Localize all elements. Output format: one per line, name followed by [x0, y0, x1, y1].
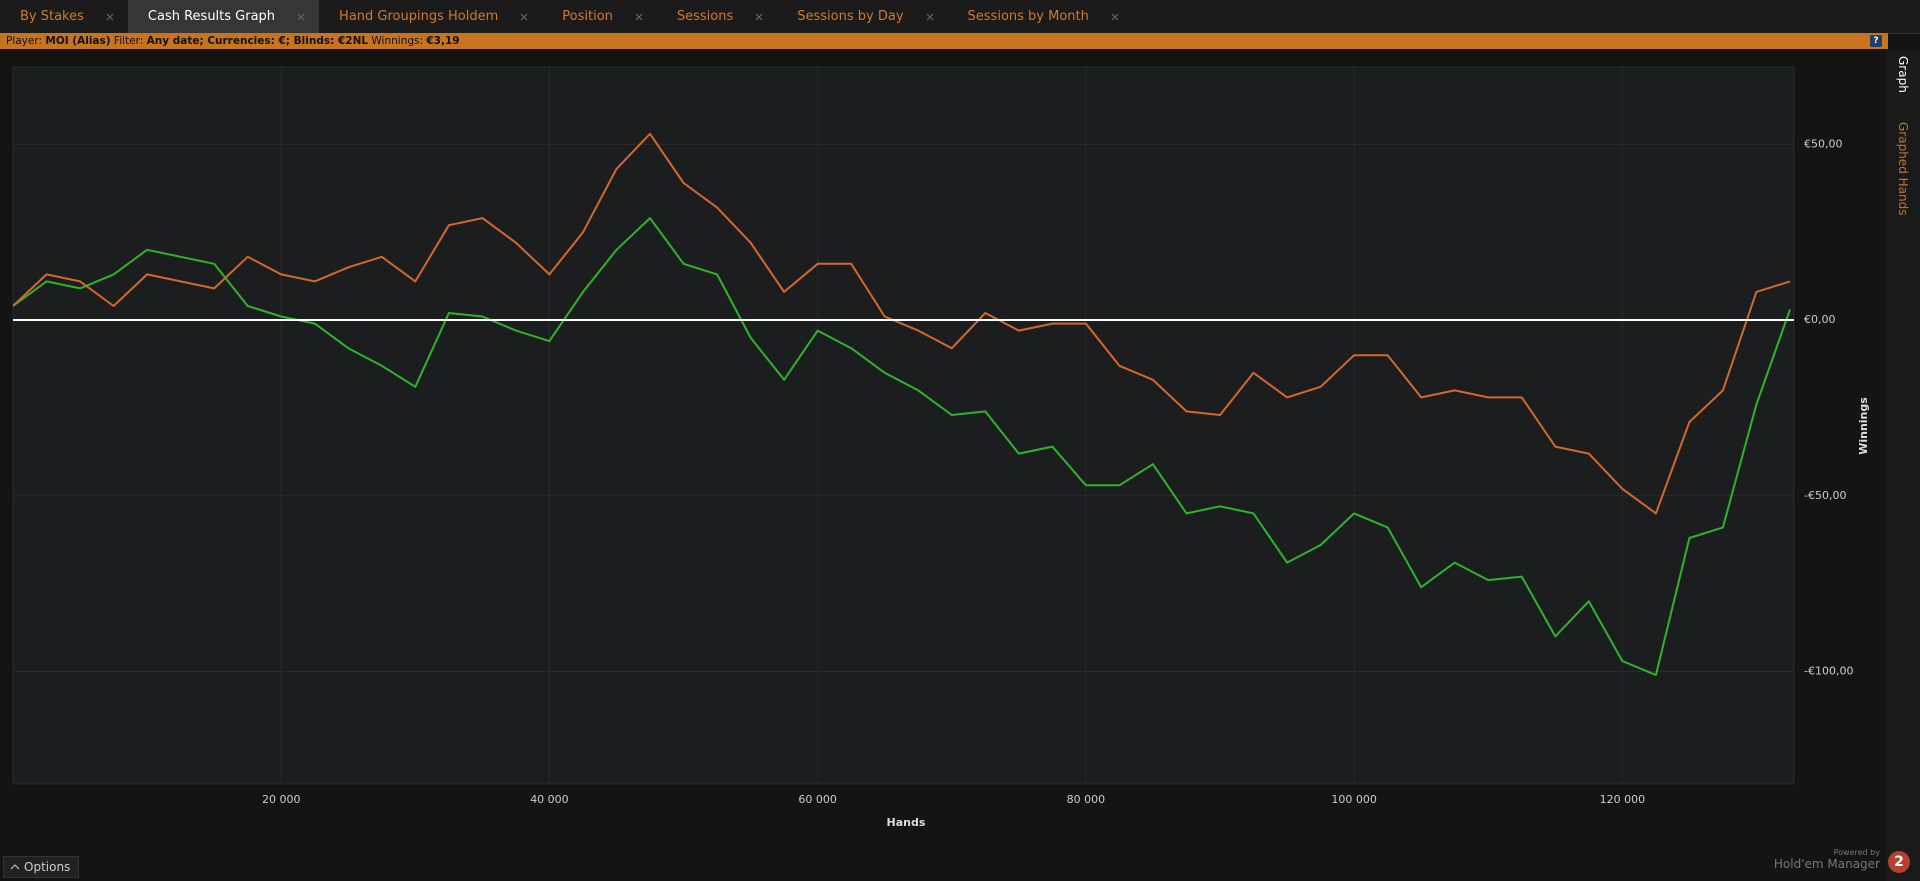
options-label: Options: [24, 860, 71, 874]
options-button[interactable]: Options: [3, 856, 80, 878]
tab[interactable]: Hand Groupings Holdem: [319, 0, 542, 33]
side-panel: Graph Graphed Hands: [1886, 50, 1920, 881]
winnings: €3,19: [426, 35, 460, 47]
x-axis-title: Hands: [887, 816, 926, 829]
y-tick-label: -€100,00: [1804, 665, 1853, 678]
arrow-icon: [10, 864, 20, 870]
powered-by: Powered by: [1833, 848, 1880, 857]
tab-label: By Stakes: [20, 9, 84, 24]
close-glyph: [1111, 13, 1119, 20]
y-tick-label: €0,00: [1804, 313, 1836, 326]
close-icon[interactable]: [520, 13, 528, 21]
side-tab[interactable]: Graph: [1896, 56, 1910, 93]
tab[interactable]: Position: [542, 0, 657, 33]
label: Winnings:: [371, 35, 424, 47]
y-tick-label: -€50,00: [1804, 489, 1846, 502]
player: MOI (Alias): [45, 35, 111, 47]
x-tick-label: 40 000: [530, 793, 569, 806]
close-glyph: [297, 13, 305, 20]
tab[interactable]: Cash Results Graph: [127, 0, 320, 33]
tab-label: Hand Groupings Holdem: [339, 9, 499, 24]
close-icon[interactable]: [926, 13, 934, 21]
x-tick-label: 20 000: [262, 793, 301, 806]
tab-label: Sessions by Month: [967, 9, 1089, 24]
series-line: [12, 217, 1791, 676]
plot-area: [12, 66, 1795, 785]
tab[interactable]: By Stakes: [0, 0, 128, 33]
tab-label: Cash Results Graph: [147, 9, 276, 24]
close-glyph: [635, 13, 643, 20]
x-tick-label: 60 000: [798, 793, 837, 806]
y-axis-title: Winnings: [1857, 397, 1870, 455]
close-icon[interactable]: [635, 13, 643, 21]
close-glyph: [106, 13, 114, 20]
logo: 2: [1888, 851, 1910, 873]
close-icon[interactable]: [106, 13, 114, 21]
label: Filter:: [113, 35, 144, 47]
close-icon[interactable]: [755, 13, 763, 21]
tab[interactable]: Sessions by Day: [777, 0, 947, 33]
tab-label: Sessions: [676, 9, 734, 24]
close-glyph: [520, 13, 528, 20]
x-tick-label: 120 000: [1600, 793, 1646, 806]
label: Player:: [6, 35, 43, 47]
series-line: [12, 132, 1791, 515]
chart: Hands Winnings 20 000 40 000 60 000 80 000 1…: [12, 66, 1870, 829]
tab-bar: By Stakes Cash Results Graph Hand Grouping…: [0, 0, 1920, 34]
close-icon[interactable]: [297, 13, 305, 21]
x-tick-label: 100 000: [1331, 793, 1377, 806]
tab[interactable]: Sessions: [657, 0, 777, 33]
close-glyph: [755, 13, 763, 20]
filter-bar: Player: MOI (Alias) Filter: Any date; Cu…: [0, 33, 1888, 49]
product: Hold'em Manager: [1773, 857, 1880, 871]
close-icon[interactable]: [1111, 13, 1119, 21]
tab[interactable]: Sessions by Month: [948, 0, 1133, 33]
y-tick-label: €50,00: [1804, 137, 1843, 150]
tab-label: Position: [562, 9, 613, 24]
branding: Powered by Hold'em Manager: [1774, 848, 1880, 871]
tab-label: Sessions by Day: [797, 9, 904, 24]
x-tick-label: 80 000: [1067, 793, 1106, 806]
close-glyph: [926, 13, 933, 20]
side-tab[interactable]: Graphed Hands: [1896, 122, 1910, 216]
filter: Any date; Currencies: €; Blinds: €2NL: [146, 35, 369, 47]
help-button[interactable]: ?: [1870, 35, 1882, 47]
